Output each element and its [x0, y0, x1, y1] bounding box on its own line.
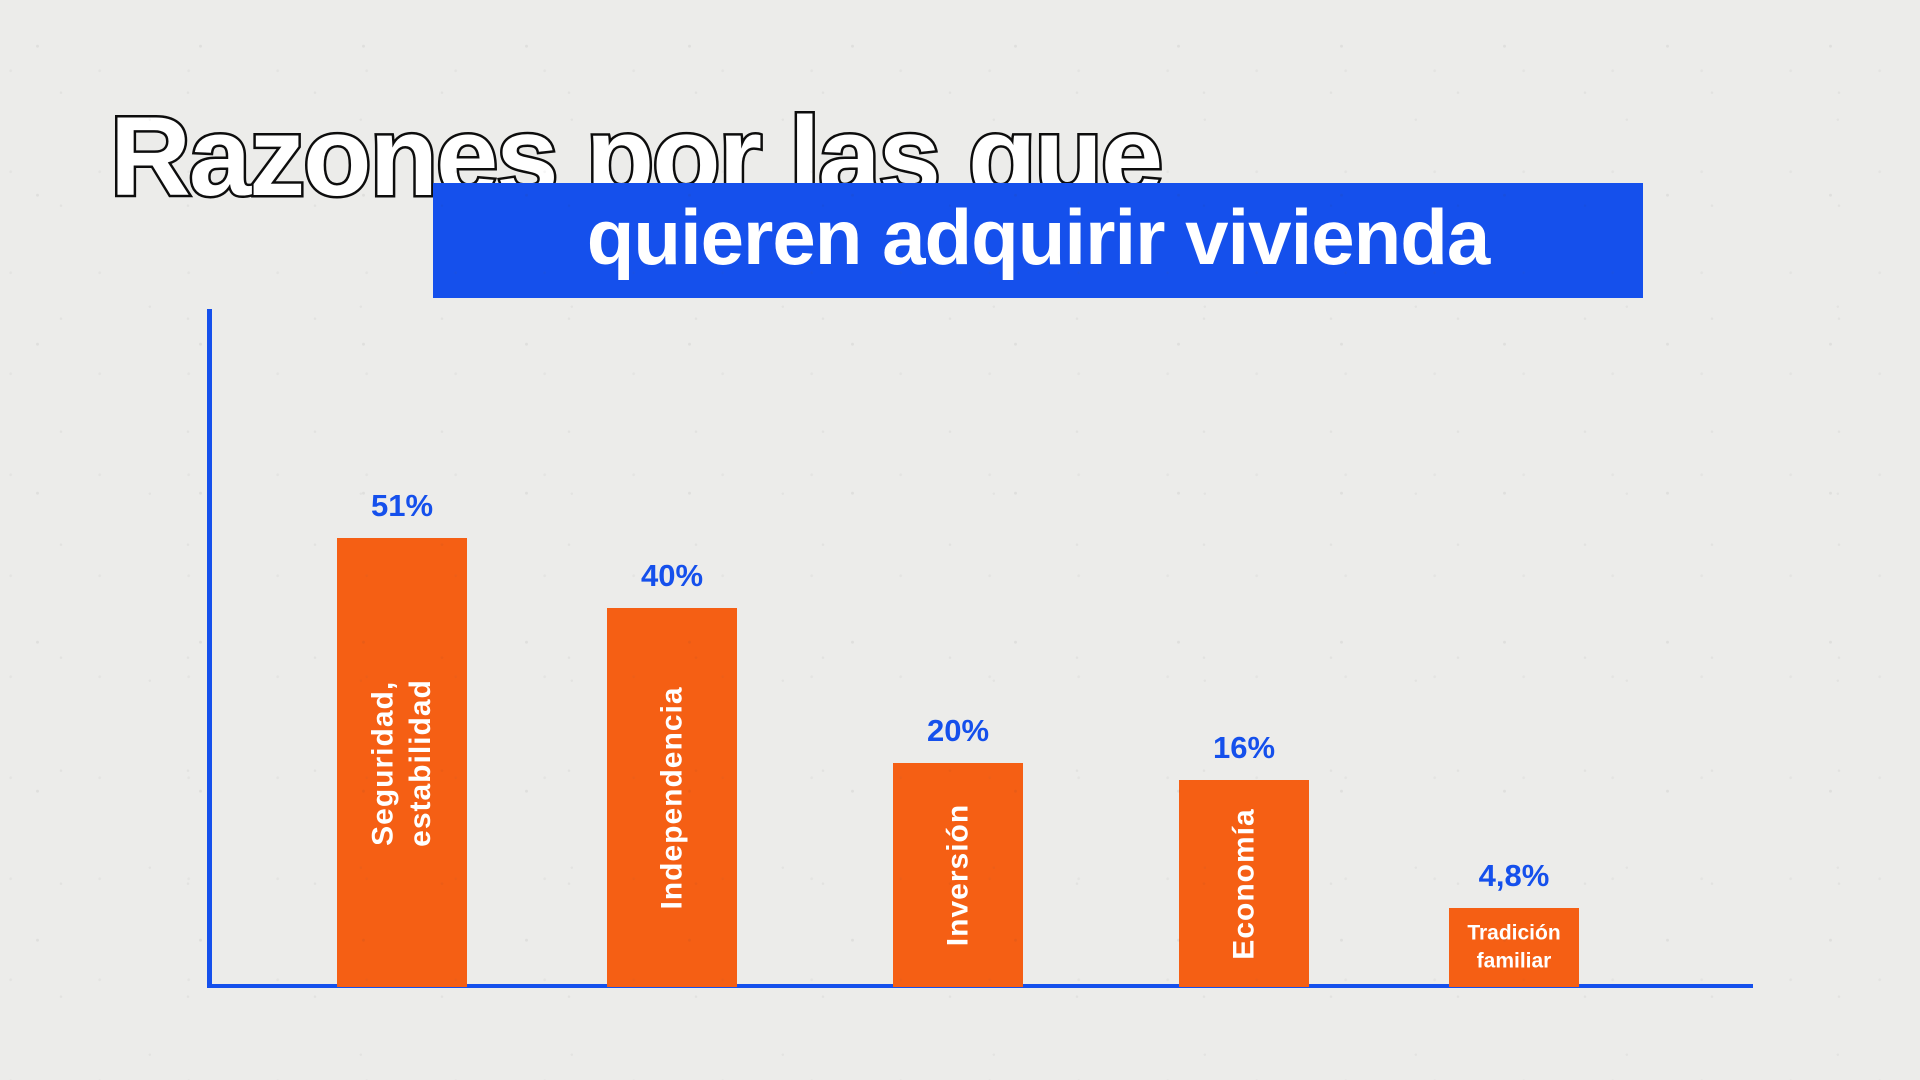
bar-independencia: 40% Independencia [607, 558, 737, 987]
bar-value-label: 20% [926, 713, 990, 748]
y-axis-line [207, 309, 212, 988]
bar-rect: Economía [1179, 780, 1309, 987]
bar-rect: Tradición familiar [1449, 908, 1579, 987]
bar-rect: Inversión [893, 763, 1023, 987]
bar-value-label: 16% [1212, 730, 1276, 765]
bar-value-label: 40% [640, 558, 704, 593]
bar-economia: 16% Economía [1179, 730, 1309, 987]
bar-category-label: Seguridad, estabilidad [366, 678, 438, 847]
bar-category-label: Tradición familiar [1467, 921, 1561, 973]
bar-rect: Independencia [607, 608, 737, 987]
title-line-2: quieren adquirir vivienda [586, 193, 1491, 281]
bar-value-label: 51% [370, 488, 434, 523]
bar-category-label: Economía [1227, 807, 1261, 960]
bar-value-label: 4,8% [1478, 858, 1550, 893]
bar-seguridad-estabilidad: 51% Seguridad, estabilidad [337, 488, 467, 987]
title-highlight-banner: quieren adquirir vivienda [433, 183, 1643, 298]
bar-inversion: 20% Inversión [893, 713, 1023, 987]
bar-tradicion-familiar: 4,8% Tradición familiar [1449, 858, 1579, 987]
bar-category-label: Inversión [941, 803, 975, 947]
bar-category-label: Independencia [655, 685, 689, 910]
bar-rect: Seguridad, estabilidad [337, 538, 467, 987]
